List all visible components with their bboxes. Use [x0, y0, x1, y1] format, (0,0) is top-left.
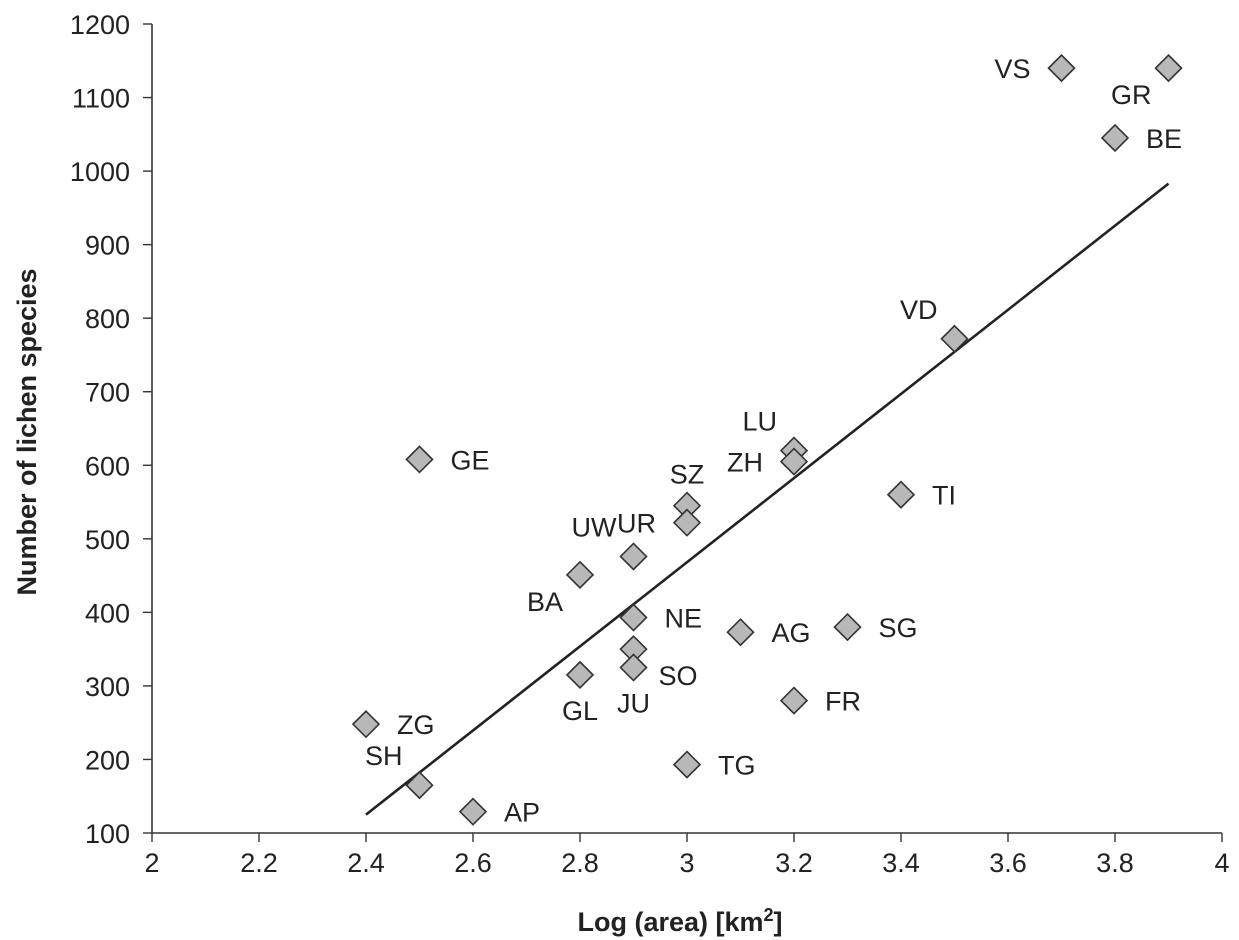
point-label-uw: UW	[572, 512, 617, 542]
point-label-tg: TG	[718, 751, 756, 781]
y-tick-label: 400	[85, 598, 130, 628]
point-label-lu: LU	[742, 407, 777, 437]
data-point-tg	[672, 750, 702, 779]
point-label-ur: UR	[617, 509, 656, 539]
point-label-ti: TI	[932, 481, 956, 511]
point-label-vd: VD	[900, 295, 938, 325]
point-label-sz: SZ	[670, 460, 705, 490]
data-point-ge	[405, 445, 434, 474]
x-tick-label: 4	[1214, 848, 1229, 878]
data-point-uw	[619, 542, 648, 571]
point-label-sh: SH	[365, 741, 403, 771]
trend-line	[365, 182, 1170, 816]
y-tick-label: 300	[85, 672, 130, 702]
point-label-zh: ZH	[727, 448, 763, 478]
point-label-be: BE	[1146, 124, 1182, 154]
x-tick-label: 2.4	[347, 848, 385, 878]
point-label-ap: AP	[504, 798, 540, 828]
chart-ticks: 2 2.2 2.4 2.6 2.8 3 3.2 3.4 3.6 3.8 4 100 200 300 400 5…	[70, 10, 1230, 878]
data-point-ag	[726, 618, 755, 647]
point-label-ge: GE	[451, 445, 490, 475]
data-point-gr	[1154, 53, 1183, 83]
point-label-gr: GR	[1111, 80, 1152, 110]
point-label-ba: BA	[527, 587, 563, 617]
point-label-ju: JU	[617, 689, 650, 719]
x-tick-label: 3.8	[1096, 848, 1134, 878]
point-label-zg: ZG	[397, 710, 435, 740]
x-tick-label: 2.8	[561, 848, 599, 878]
y-tick-label: 1000	[70, 157, 130, 187]
x-tick-label: 2.6	[454, 848, 492, 878]
x-tick-label: 2.2	[240, 848, 278, 878]
point-label-ag: AG	[772, 618, 811, 648]
data-point-zh	[779, 447, 809, 476]
y-tick-label: 800	[85, 304, 130, 334]
chart-axes	[151, 24, 1222, 834]
point-label-fr: FR	[825, 687, 861, 717]
x-tick-label: 3.4	[882, 848, 920, 878]
y-axis-title: Number of lichen species	[12, 268, 42, 595]
data-point-ti	[886, 480, 916, 509]
point-label-so: SO	[659, 661, 698, 691]
data-point-ju	[619, 653, 648, 682]
data-point-ne	[619, 603, 648, 632]
y-tick-label: 600	[85, 451, 130, 481]
y-tick-label: 1200	[70, 10, 130, 40]
x-tick-label: 2	[144, 848, 159, 878]
y-tick-label: 700	[85, 378, 130, 408]
y-tick-label: 200	[85, 745, 130, 775]
x-tick-label: 3.2	[775, 848, 813, 878]
data-point-gl	[565, 660, 595, 690]
point-label-vs: VS	[994, 54, 1030, 84]
x-axis-title: Log (area) [km2]	[577, 905, 782, 937]
y-tick-label: 1100	[72, 84, 130, 114]
data-point-fr	[779, 686, 809, 715]
point-label-sg: SG	[879, 613, 918, 643]
y-tick-label: 900	[85, 231, 130, 261]
data-point-vs	[1047, 53, 1076, 83]
point-label-gl: GL	[562, 696, 598, 726]
data-point-sh	[405, 771, 434, 800]
data-point-ba	[565, 560, 595, 589]
data-point-ap	[458, 797, 488, 826]
point-label-ne: NE	[665, 604, 703, 634]
y-tick-label: 100	[85, 819, 130, 849]
x-tick-label: 3.6	[989, 848, 1027, 878]
data-point-sg	[833, 612, 862, 642]
data-point-zg	[351, 710, 381, 739]
data-point-be	[1100, 123, 1130, 153]
trendline-group	[365, 182, 1170, 816]
x-tick-label: 3	[679, 848, 694, 878]
data-point-ur	[672, 508, 702, 537]
data-point-vd	[940, 324, 969, 353]
y-tick-label: 500	[85, 525, 130, 555]
